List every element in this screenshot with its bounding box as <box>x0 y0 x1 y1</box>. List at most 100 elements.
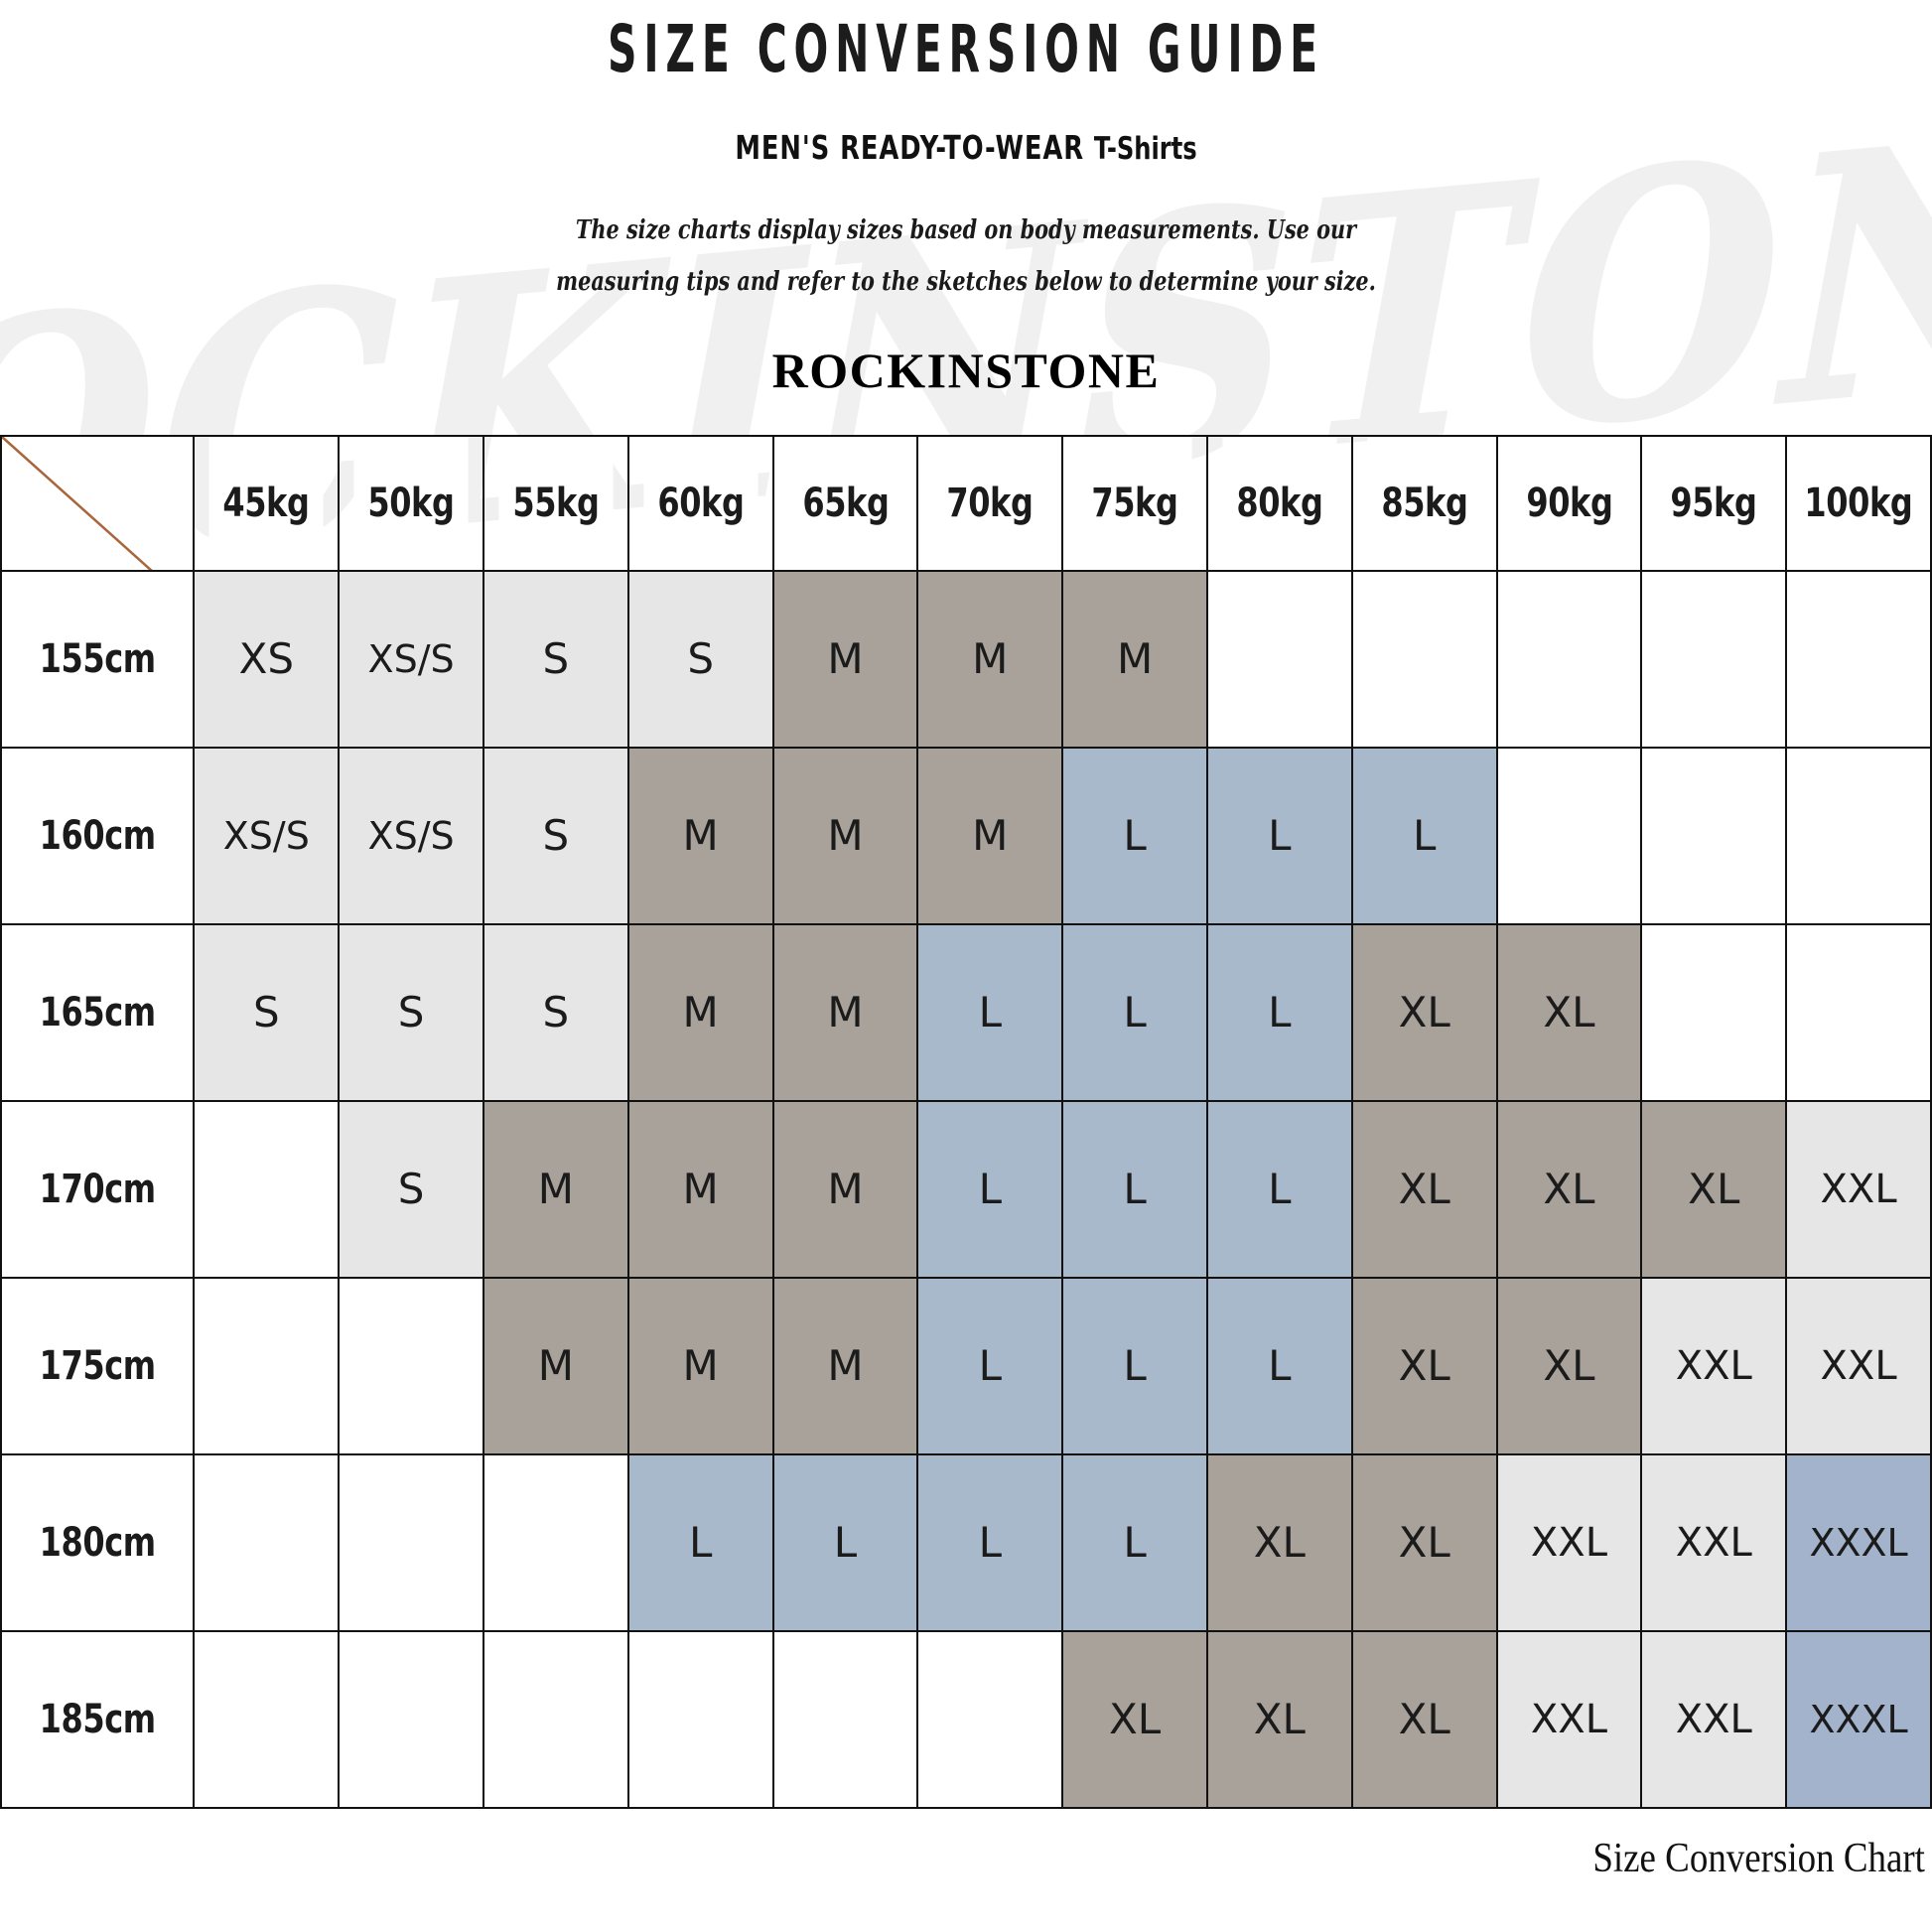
weight-column-header: 45kg <box>207 434 326 572</box>
size-cell: L <box>1061 1099 1208 1279</box>
size-cell-empty <box>193 1452 341 1632</box>
size-cell-empty <box>482 1629 629 1809</box>
size-cell: L <box>771 1452 919 1632</box>
height-row-header: 175cm <box>19 1276 176 1455</box>
weight-column-header: 80kg <box>1220 434 1338 572</box>
size-cell: XXXL <box>1785 1452 1932 1632</box>
size-cell-empty <box>916 1629 1064 1809</box>
size-cell: M <box>771 1099 919 1279</box>
size-table-container: 45kg 50kg 55kg 60kg 65kg 70kg 75kg 80kg 85kg 90kg… <box>0 434 1932 1809</box>
size-cell-empty <box>1205 569 1353 749</box>
size-cell-empty <box>482 1452 629 1632</box>
size-cell: XL <box>1640 1099 1788 1279</box>
weight-column-header: 65kg <box>786 434 904 572</box>
header-block: SIZE CONVERSION GUIDE MEN'S READY-TO-WEA… <box>0 0 1932 399</box>
height-row-header: 185cm <box>19 1629 176 1809</box>
size-cell: M <box>482 1099 629 1279</box>
size-cell: S <box>482 569 629 749</box>
size-cell-empty <box>1640 922 1788 1102</box>
size-cell: XL <box>1350 1452 1498 1632</box>
weight-column-header: 70kg <box>931 434 1049 572</box>
size-cell: M <box>771 569 919 749</box>
size-cell: M <box>626 746 774 925</box>
size-cell: XXL <box>1785 1276 1932 1455</box>
size-cell-empty <box>193 1276 341 1455</box>
size-cell: S <box>338 922 484 1102</box>
size-cell: S <box>482 922 629 1102</box>
size-cell: L <box>1205 746 1353 925</box>
table-row: 160cm XS/S XS/S S M M M L L L <box>1 746 1932 925</box>
size-cell: L <box>916 1452 1064 1632</box>
size-cell: L <box>916 922 1064 1102</box>
height-row-header: 155cm <box>19 569 176 749</box>
size-cell: L <box>1061 922 1208 1102</box>
table-header-row: 45kg 50kg 55kg 60kg 65kg 70kg 75kg 80kg 85kg 90kg… <box>0 434 1931 572</box>
size-cell: L <box>1205 1099 1353 1279</box>
size-cell: XXL <box>1640 1629 1788 1809</box>
size-cell-empty <box>338 1452 484 1632</box>
size-cell: L <box>916 1276 1064 1455</box>
size-cell: M <box>916 569 1064 749</box>
size-cell: S <box>193 922 341 1102</box>
size-cell: XL <box>1350 1629 1498 1809</box>
size-cell: M <box>626 1099 774 1279</box>
size-cell-empty <box>1640 746 1788 925</box>
weight-column-header: 85kg <box>1365 434 1483 572</box>
size-cell: L <box>1205 922 1353 1102</box>
size-cell-empty <box>1640 569 1788 749</box>
table-row: 175cm M M M L L L XL XL XXL XXL <box>1 1276 1932 1455</box>
subtitle-main: MEN'S READY-TO-WEAR <box>735 127 1084 167</box>
table-row: 165cm S S S M M L L L XL XL <box>1 922 1932 1102</box>
footer-caption: Size Conversion Chart <box>1592 1835 1925 1881</box>
size-cell: XL <box>1205 1629 1353 1809</box>
size-cell: XS <box>193 569 341 749</box>
size-cell-empty <box>771 1629 919 1809</box>
size-cell: XXL <box>1640 1452 1788 1632</box>
size-cell-empty <box>1785 746 1932 925</box>
size-cell-empty <box>193 1099 341 1279</box>
size-cell: M <box>1061 569 1208 749</box>
size-cell: XL <box>1061 1629 1208 1809</box>
size-cell: XXL <box>1495 1452 1643 1632</box>
size-cell: M <box>771 1276 919 1455</box>
size-cell: XL <box>1350 1099 1498 1279</box>
size-cell: M <box>482 1276 629 1455</box>
weight-column-header: 50kg <box>351 434 471 572</box>
size-cell: XS/S <box>338 746 484 925</box>
size-cell-empty <box>338 1629 484 1809</box>
size-cell: XL <box>1495 922 1643 1102</box>
size-cell-empty <box>626 1629 774 1809</box>
weight-column-header: 75kg <box>1075 434 1194 572</box>
weight-column-header: 100kg <box>1799 434 1918 572</box>
size-cell: M <box>771 922 919 1102</box>
size-conversion-table: 45kg 50kg 55kg 60kg 65kg 70kg 75kg 80kg 85kg 90kg… <box>0 434 1932 1809</box>
size-cell-empty <box>1785 569 1932 749</box>
size-cell: S <box>482 746 629 925</box>
table-row: 155cm XS XS/S S S M M M <box>1 569 1932 749</box>
size-cell-empty <box>1350 569 1498 749</box>
size-cell: L <box>1205 1276 1353 1455</box>
size-cell-empty <box>338 1276 484 1455</box>
description-text: The size charts display sizes based on b… <box>556 214 1376 297</box>
weight-column-header: 90kg <box>1510 434 1628 572</box>
table-corner-cell <box>0 434 196 572</box>
size-cell-empty <box>1495 746 1643 925</box>
page-title: SIZE CONVERSION GUIDE <box>608 11 1324 87</box>
size-cell: XS/S <box>193 746 341 925</box>
size-cell-empty <box>193 1629 341 1809</box>
table-row: 180cm L L L L XL XL XXL XXL XXXL <box>1 1452 1932 1632</box>
size-cell: M <box>916 746 1064 925</box>
size-cell-empty <box>1785 922 1932 1102</box>
table-row: 170cm S M M M L L L XL XL XL XXL <box>1 1099 1932 1279</box>
size-cell: XL <box>1495 1276 1643 1455</box>
height-row-header: 160cm <box>19 746 176 925</box>
size-cell: S <box>338 1099 484 1279</box>
size-cell: XL <box>1350 1276 1498 1455</box>
weight-column-header: 60kg <box>641 434 759 572</box>
size-cell: XL <box>1205 1452 1353 1632</box>
size-cell: L <box>626 1452 774 1632</box>
size-cell: XXL <box>1640 1276 1788 1455</box>
height-row-header: 180cm <box>19 1452 176 1632</box>
height-row-header: 170cm <box>19 1099 176 1279</box>
